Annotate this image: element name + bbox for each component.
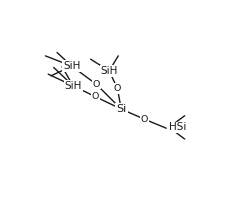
- Text: O: O: [92, 92, 99, 101]
- Text: SiH: SiH: [63, 61, 80, 71]
- Text: SiH: SiH: [100, 66, 118, 76]
- Text: Si: Si: [116, 104, 126, 114]
- Text: O: O: [93, 80, 100, 89]
- Text: O: O: [140, 114, 148, 124]
- Text: HSi: HSi: [169, 122, 186, 132]
- Text: O: O: [114, 84, 121, 93]
- Text: SiH: SiH: [64, 81, 82, 91]
